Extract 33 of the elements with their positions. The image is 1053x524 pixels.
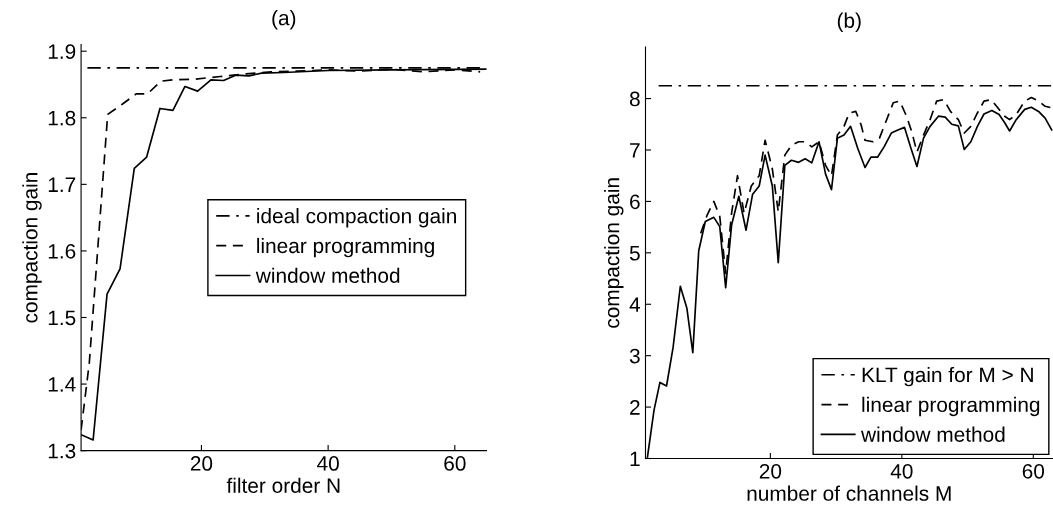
y-axis-title: compaction gain: [22, 173, 42, 323]
chart-title: (b): [837, 12, 861, 33]
legend-label: KLT gain for M > N: [862, 366, 1033, 387]
y-tick-label: 1.8: [48, 110, 76, 126]
y-tick-label: 1.7: [48, 177, 76, 192]
x-tick-label: 20: [190, 456, 213, 471]
x-axis-title: filter order N: [226, 477, 340, 493]
chart-title: (a): [272, 10, 296, 30]
y-tick-label: 4: [629, 297, 641, 312]
legend-label: ideal compaction gain: [257, 208, 456, 228]
y-tick-label: 8: [629, 91, 640, 107]
y-tick-label: 1.5: [48, 310, 76, 326]
y-tick-label: 1: [630, 451, 640, 467]
y-tick-label: 1.6: [48, 243, 76, 259]
legend-label: window method: [861, 426, 1005, 442]
legend-label: linear programming: [257, 237, 434, 258]
y-tick-label: 3: [629, 348, 640, 364]
legend-label: linear programming: [862, 396, 1040, 417]
y-tick-label: 1.3: [48, 443, 76, 459]
y-tick-label: 6: [630, 194, 640, 210]
x-axis-title: number of channels M: [747, 485, 951, 501]
y-tick-label: 1.4: [48, 377, 76, 392]
y-axis-title: compaction gain: [604, 178, 624, 328]
y-tick-label: 7: [630, 143, 640, 158]
x-tick-label: 20: [759, 463, 782, 479]
x-tick-label: 40: [890, 463, 913, 479]
legend-label: window method: [255, 267, 400, 284]
x-tick-label: 60: [1022, 463, 1045, 479]
x-tick-label: 60: [444, 456, 466, 471]
y-tick-label: 5: [629, 246, 640, 261]
y-tick-label: 2: [630, 400, 640, 415]
x-tick-label: 40: [317, 456, 339, 471]
y-tick-label: 1.9: [48, 44, 76, 59]
